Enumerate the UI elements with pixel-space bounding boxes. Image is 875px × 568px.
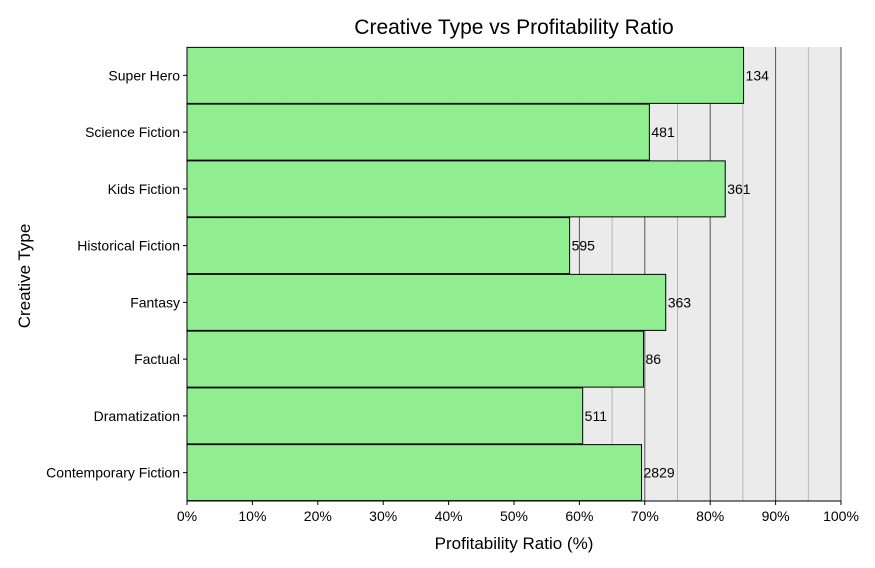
- x-axis-title: Profitability Ratio (%): [435, 534, 594, 553]
- data-label: 595: [572, 238, 596, 254]
- x-tick-label: 20%: [304, 508, 332, 524]
- bar: [186, 273, 667, 331]
- bar: [186, 46, 745, 104]
- y-tick-label: Factual: [134, 351, 180, 367]
- y-axis-title: Creative Type: [15, 224, 34, 329]
- bar: [186, 444, 643, 502]
- y-tick-labels: Super Hero Science Fiction Kids Fiction His…: [46, 67, 187, 481]
- bar: [186, 330, 644, 388]
- y-tick-label: Contemporary Fiction: [46, 465, 180, 481]
- y-tick-label: Historical Fiction: [77, 238, 180, 254]
- y-tick-label: Super Hero: [108, 67, 180, 83]
- data-label: 86: [645, 351, 661, 367]
- x-tick-label: 80%: [696, 508, 724, 524]
- y-tick-label: Dramatization: [94, 408, 180, 424]
- data-label: 361: [727, 181, 751, 197]
- data-label: 2829: [644, 465, 675, 481]
- data-label: 134: [746, 67, 770, 83]
- x-tick-labels: 0% 10% 20% 30% 40% 50% 60% 70% 80% 90% 100%: [177, 501, 859, 524]
- x-tick-label: 0%: [177, 508, 197, 524]
- bar: [186, 217, 571, 275]
- y-tick-label: Science Fiction: [85, 124, 180, 140]
- y-tick-label: Fantasy: [130, 294, 180, 310]
- bars: [186, 46, 745, 502]
- x-tick-label: 90%: [762, 508, 790, 524]
- bar: [186, 387, 584, 445]
- x-tick-label: 30%: [369, 508, 397, 524]
- y-tick-label: Kids Fiction: [108, 181, 180, 197]
- data-labels: 134 481 361 595 363 86 511 2829: [572, 67, 770, 480]
- x-tick-label: 60%: [565, 508, 593, 524]
- bar: [186, 103, 650, 161]
- x-tick-label: 10%: [238, 508, 266, 524]
- data-label: 481: [651, 124, 675, 140]
- x-tick-label: 100%: [823, 508, 859, 524]
- data-label: 363: [668, 294, 692, 310]
- x-tick-label: 40%: [435, 508, 463, 524]
- chart-title: Creative Type vs Profitability Ratio: [354, 16, 673, 39]
- bar: [186, 160, 726, 218]
- data-label: 511: [585, 408, 608, 424]
- x-tick-label: 50%: [500, 508, 528, 524]
- x-tick-label: 70%: [631, 508, 659, 524]
